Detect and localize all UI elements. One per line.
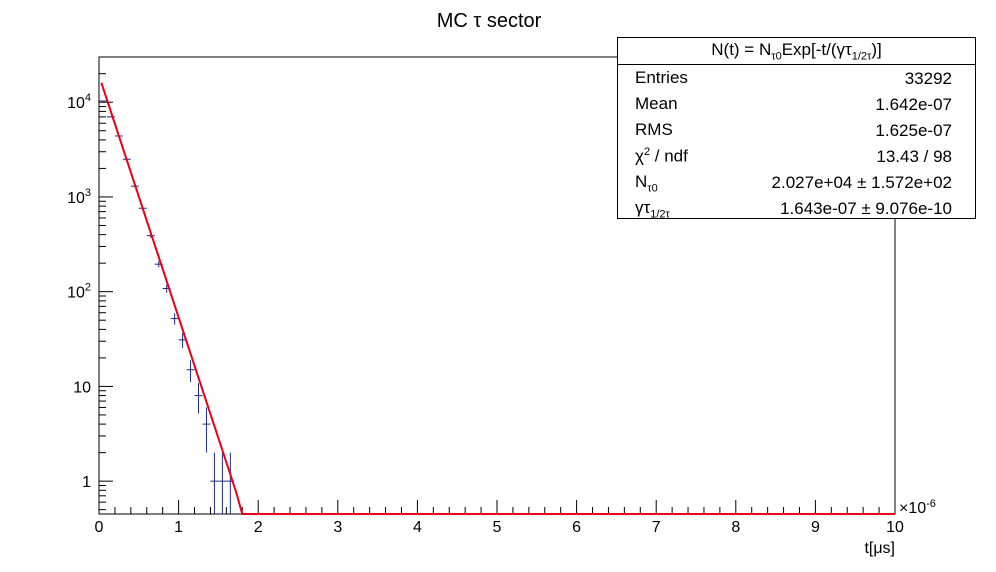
y-tick-label: 103 [67,187,91,207]
chi2-label: χ2 / ndf [635,146,688,167]
x-tick-label: 6 [572,519,581,536]
y-tick-exponent: 3 [85,187,91,199]
fit-formula-suffix: )] [871,40,882,59]
y-tick-exponent: 4 [85,92,91,104]
y-tick-label: 104 [67,92,91,112]
rms-label: RMS [635,120,673,139]
n-label: Nτ0 [635,172,658,194]
stats-row-entries: Entries 33292 [618,65,975,91]
x-tick-label: 2 [254,519,263,536]
histogram-bin [99,100,107,102]
y-tick-label: 1 [82,474,91,491]
histogram-bin [170,313,179,325]
chart-title: MC τ sector [437,10,542,32]
entries-value: 33292 [904,69,952,88]
histogram-bin [186,360,195,383]
histogram-bin [210,452,219,514]
rms-value: 1.625e-07 [875,121,952,140]
stats-row-gamma: γτ1/2τ 1.643e-07 ± 9.076e-10 [618,195,975,221]
histogram-series [99,100,235,514]
gamma-value: 1.643e-07 ± 9.076e-10 [780,199,952,218]
x-tick-label: 1 [174,519,183,536]
x-tick-label: 9 [811,519,820,536]
fit-formula-prefix: N(t) = N [711,40,772,59]
stats-row-n: Nτ0 2.027e+04 ± 1.572e+02 [618,169,975,195]
x-axis-label: t[μs] [864,540,895,557]
x-tick-label: 0 [95,519,104,536]
x-tick-label: 8 [731,519,740,536]
mean-label: Mean [635,94,678,113]
stats-title: N(t) = Nτ0Exp[-t/(γτ1/2τ)] [618,38,975,65]
chi2-value: 13.43 / 98 [876,147,952,166]
y-tick-base: 10 [67,190,85,207]
stats-row-chi2: χ2 / ndf 13.43 / 98 [618,143,975,169]
gamma-label: γτ1/2τ [635,198,670,220]
x-exponent-base: ×10 [899,500,926,517]
entries-label: Entries [635,68,688,87]
n-symbol: N [635,172,648,191]
fit-curve [100,82,895,515]
x-tick-label: 7 [652,519,661,536]
stats-box: N(t) = Nτ0Exp[-t/(γτ1/2τ)] Entries 33292… [617,37,976,221]
y-tick-base: 10 [67,95,85,112]
x-tick-label: 3 [333,519,342,536]
x-axis-exponent: ×10-6 [899,498,936,517]
fit-line [100,82,895,515]
y-tick-base: 1 [82,474,91,491]
x-exponent-power: -6 [926,498,936,510]
y-tick-base: 10 [73,379,91,396]
chi2-power: 2 [643,146,651,158]
x-tick-label: 10 [886,519,904,536]
n-value: 2.027e+04 ± 1.572e+02 [771,173,952,192]
y-tick-label: 10 [73,379,91,396]
histogram-bin [202,407,211,453]
gamma-symbol: γτ [635,198,651,217]
mean-value: 1.642e-07 [875,95,952,114]
stats-row-rms: RMS 1.625e-07 [618,117,975,143]
histogram-bin [194,383,203,414]
stats-row-mean: Mean 1.642e-07 [618,91,975,117]
y-tick-base: 10 [67,285,85,302]
x-tick-label: 5 [493,519,502,536]
histogram-bin [218,452,227,514]
n-sub: τ0 [647,182,658,195]
fit-formula-mid: Exp[-t/(γτ [781,40,852,59]
fit-formula-sub2: 1/2τ [851,50,872,63]
y-tick-exponent: 2 [85,282,91,294]
chi2-symbol: χ [635,146,644,166]
fit-formula-sub1: τ0 [771,50,782,63]
gamma-sub: 1/2τ [650,208,670,221]
y-tick-label: 102 [67,282,91,302]
x-tick-label: 4 [413,519,422,536]
chi2-rest: / ndf [650,146,688,166]
